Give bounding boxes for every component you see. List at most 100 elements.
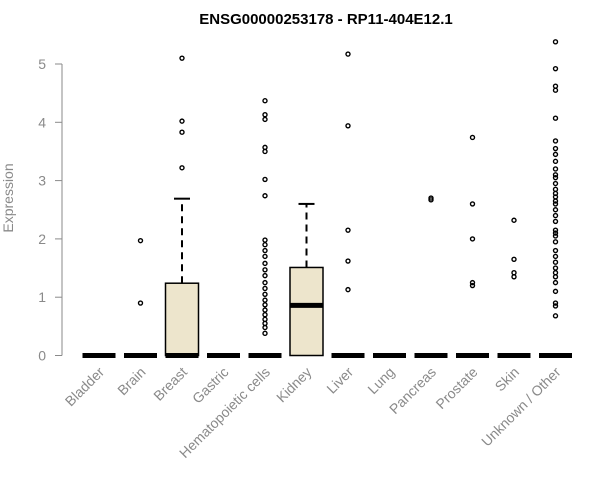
box-group — [539, 39, 572, 358]
box-group — [414, 195, 448, 358]
outlier-point — [552, 65, 559, 72]
outlier-point — [262, 116, 268, 123]
outlier-point — [511, 217, 517, 223]
outlier-point — [552, 270, 559, 276]
outlier-point — [262, 285, 268, 292]
box-group — [456, 134, 489, 358]
category-label: Skin — [492, 364, 523, 395]
outlier-point — [262, 253, 268, 260]
box-group — [124, 237, 157, 358]
outlier-point — [552, 279, 559, 286]
outlier-point — [552, 201, 559, 207]
outlier-point — [552, 172, 559, 178]
outlier-point — [262, 307, 268, 313]
outlier-point — [552, 253, 559, 260]
outlier-point — [552, 186, 559, 193]
box-group — [289, 202, 324, 357]
outlier-point — [262, 237, 268, 243]
outlier-point — [345, 258, 351, 264]
box-group — [331, 51, 365, 358]
outlier-point — [552, 303, 559, 309]
outlier-point — [552, 158, 559, 165]
outlier-point — [552, 227, 559, 233]
y-tick-label: 2 — [38, 231, 46, 247]
category-label: Lung — [364, 364, 397, 397]
outlier-point — [552, 180, 559, 187]
box — [164, 282, 200, 357]
outlier-point — [262, 112, 268, 118]
outlier-point — [262, 316, 268, 323]
chart-title: ENSG00000253178 - RP11-404E12.1 — [199, 11, 453, 28]
outlier-point — [552, 233, 559, 239]
y-tick-label: 0 — [38, 348, 46, 364]
outlier-point — [179, 129, 185, 135]
outlier-point — [552, 247, 559, 254]
outlier-point — [552, 212, 559, 219]
outlier-point — [511, 270, 517, 276]
y-tick-label: 5 — [38, 56, 46, 72]
y-axis: 0 1 2 3 4 5 — [38, 56, 63, 364]
outlier-point — [179, 165, 185, 171]
outlier-point — [262, 279, 268, 286]
box — [289, 266, 324, 357]
outlier-point — [552, 207, 559, 213]
outlier-point — [552, 174, 559, 181]
box-group — [164, 55, 200, 358]
outlier-point — [262, 193, 268, 199]
outlier-point — [552, 313, 559, 319]
outlier-point — [262, 311, 268, 318]
outlier-point — [552, 39, 559, 45]
outlier-point — [469, 134, 476, 141]
outlier-point — [552, 218, 559, 225]
outlier-point — [469, 236, 476, 242]
outlier-point — [262, 267, 268, 273]
outlier-point — [428, 195, 434, 201]
category-label: Kidney — [273, 364, 315, 406]
y-tick-label: 1 — [38, 289, 46, 305]
outlier-point — [262, 297, 268, 303]
outlier-point — [345, 51, 351, 57]
outlier-point — [552, 166, 559, 172]
box-series — [82, 39, 572, 358]
y-axis-title: Expression — [0, 163, 16, 232]
outlier-point — [552, 265, 559, 271]
box-group — [497, 217, 531, 358]
category-label: Liver — [323, 364, 356, 397]
outlier-point — [552, 288, 559, 295]
outlier-point — [552, 151, 559, 158]
outlier-point — [469, 282, 476, 289]
outlier-point — [469, 201, 476, 207]
category-label: Prostate — [432, 364, 480, 412]
category-label: Breast — [150, 364, 190, 404]
outlier-point — [552, 230, 559, 236]
box-group — [248, 98, 282, 358]
outlier-point — [552, 300, 559, 306]
outlier-point — [552, 138, 559, 144]
outlier-point — [137, 237, 144, 244]
outlier-point — [179, 55, 185, 61]
outlier-point — [262, 330, 268, 337]
outlier-point — [262, 302, 268, 308]
outlier-point — [137, 300, 144, 306]
outlier-point — [345, 123, 351, 129]
outlier-point — [262, 247, 268, 254]
outlier-point — [552, 145, 559, 152]
y-tick-label: 3 — [38, 173, 46, 189]
outlier-point — [552, 239, 559, 245]
outlier-point — [262, 272, 268, 279]
outlier-point — [469, 279, 476, 286]
outlier-point — [262, 291, 268, 297]
outlier-point — [552, 83, 559, 89]
category-label: Bladder — [62, 364, 108, 410]
outlier-point — [345, 286, 351, 293]
outlier-point — [345, 227, 351, 233]
outlier-point — [262, 242, 268, 248]
outlier-point — [552, 115, 559, 121]
category-label: Brain — [114, 364, 148, 398]
outlier-point — [262, 144, 268, 151]
y-tick-label: 4 — [38, 114, 46, 130]
outlier-point — [179, 118, 185, 124]
outlier-point — [262, 260, 268, 267]
